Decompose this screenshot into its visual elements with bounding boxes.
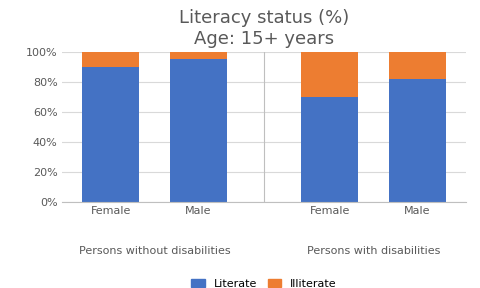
Text: Persons without disabilities: Persons without disabilities <box>79 246 230 256</box>
Bar <box>301 52 358 97</box>
Bar <box>82 52 139 67</box>
Bar <box>170 52 227 59</box>
Text: Persons with disabilities: Persons with disabilities <box>307 246 440 256</box>
Bar <box>389 79 446 202</box>
Bar <box>170 59 227 202</box>
Title: Literacy status (%)
Age: 15+ years: Literacy status (%) Age: 15+ years <box>179 9 349 48</box>
Bar <box>301 97 358 202</box>
Bar <box>82 67 139 202</box>
Legend: Literate, Illiterate: Literate, Illiterate <box>191 279 337 288</box>
Bar <box>389 52 446 79</box>
